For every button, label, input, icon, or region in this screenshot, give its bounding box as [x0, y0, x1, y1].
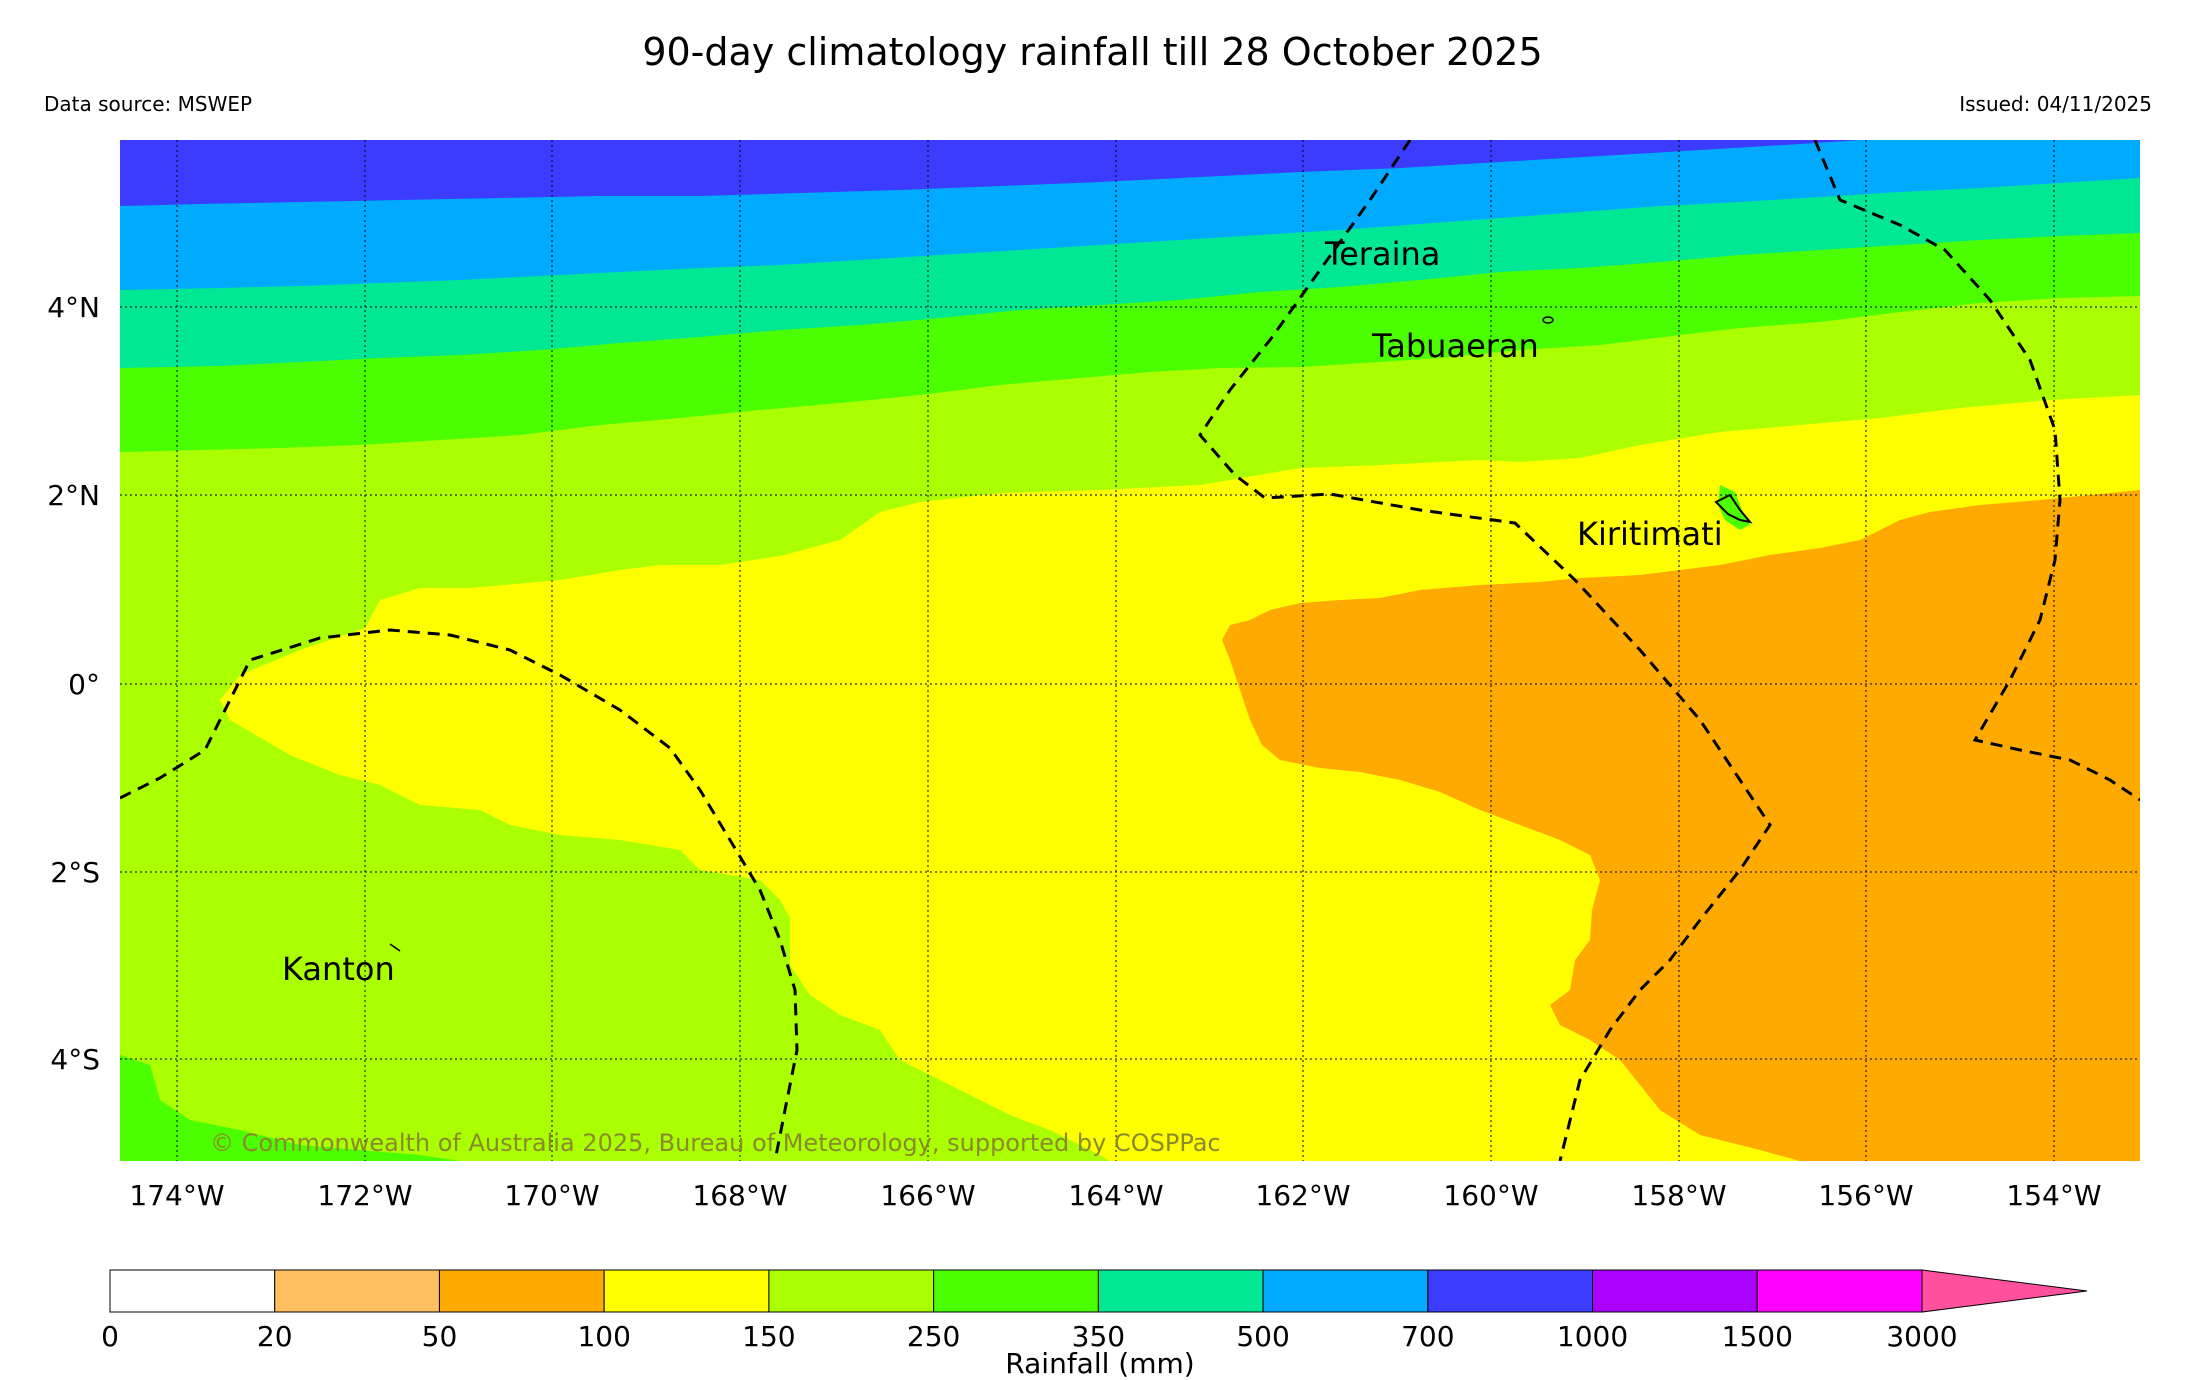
lon-label: 164°W: [1068, 1179, 1163, 1212]
colorbar-tick-label: 1500: [1722, 1320, 1793, 1353]
colorbar-segment: [1262, 1269, 1429, 1313]
colorbar-segment: [768, 1269, 935, 1313]
colorbar-tick-label: 250: [907, 1320, 960, 1353]
colorbar-tick-label: 50: [422, 1320, 458, 1353]
lon-label: 160°W: [1443, 1179, 1538, 1212]
place-label-kiritimati: Kiritimati: [1577, 515, 1723, 553]
lon-label: 162°W: [1255, 1179, 1350, 1212]
place-label-teraina: Teraina: [1324, 235, 1440, 273]
lon-label: 170°W: [504, 1179, 599, 1212]
kiribati-phoenix-eez-line: [120, 628, 799, 1161]
colorbar-tick-label: 0: [101, 1320, 119, 1353]
colorbar-extension-arrow: [1921, 1269, 2088, 1313]
data-source-label: Data source: MSWEP: [44, 92, 253, 116]
colorbar: 0 20 50 100 150 250 350 500 700 1000 1500 3000: [101, 1269, 2088, 1353]
colorbar-tick-label: 150: [742, 1320, 795, 1353]
lon-label: 156°W: [1818, 1179, 1913, 1212]
kiritimati-island-outline: [1714, 493, 1753, 524]
colorbar-tick-label: 700: [1401, 1320, 1454, 1353]
colorbar-segment: [109, 1269, 276, 1313]
place-label-tabuaeran: Tabuaeran: [1371, 327, 1539, 365]
colorbar-tick-label: 3000: [1886, 1320, 1957, 1353]
lon-label: 172°W: [317, 1179, 412, 1212]
colorbar-segment: [933, 1269, 1099, 1313]
lat-label: 2°N: [47, 479, 100, 512]
band-50-100: [1222, 490, 2140, 1161]
lat-label: 4°S: [50, 1043, 100, 1076]
colorbar-segment: [1756, 1269, 1923, 1313]
colorbar-segment: [1097, 1269, 1264, 1313]
band-250-350-southwest: [120, 1055, 460, 1161]
colorbar-segment: [1592, 1269, 1758, 1313]
colorbar-tick-label: 20: [257, 1320, 293, 1353]
lon-label: 168°W: [692, 1179, 787, 1212]
colorbar-segment: [274, 1269, 440, 1313]
rainfall-contours: [120, 140, 2140, 1161]
lat-label: 4°N: [47, 291, 100, 324]
eez-boundaries: [120, 140, 2140, 1161]
colorbar-tick-label: 350: [1072, 1320, 1125, 1353]
issued-date-label: Issued: 04/11/2025: [1959, 92, 2152, 116]
lat-label: 2°S: [50, 856, 100, 889]
longitude-labels: 174°W 172°W 170°W 168°W 166°W 164°W 162°…: [129, 1179, 2101, 1212]
colorbar-title: Rainfall (mm): [1005, 1347, 1194, 1380]
copyright-notice: © Commonwealth of Australia 2025, Bureau…: [210, 1129, 1221, 1157]
colorbar-segment: [1427, 1269, 1594, 1313]
colorbar-segment: [603, 1269, 770, 1313]
tabuaeran-island-outline: [1542, 316, 1554, 324]
lon-label: 166°W: [880, 1179, 975, 1212]
colorbar-segment: [438, 1269, 605, 1313]
lat-label: 0°: [68, 668, 100, 701]
place-label-kanton: Kanton: [282, 950, 395, 988]
latitude-labels: 4°N 2°N 0° 2°S 4°S: [47, 291, 100, 1076]
colorbar-tick-label: 100: [577, 1320, 630, 1353]
lon-label: 154°W: [2006, 1179, 2101, 1212]
map-title: 90-day climatology rainfall till 28 Octo…: [642, 30, 1543, 74]
lon-label: 174°W: [129, 1179, 224, 1212]
colorbar-tick-label: 500: [1236, 1320, 1289, 1353]
lon-label: 158°W: [1631, 1179, 1726, 1212]
kanton-island-outline: [389, 943, 401, 952]
kiribati-line-islands-eez-west: [1198, 140, 1772, 1161]
band-700-1000: [120, 140, 1860, 206]
colorbar-tick-label: 1000: [1557, 1320, 1628, 1353]
gridlines: [120, 140, 2140, 1161]
